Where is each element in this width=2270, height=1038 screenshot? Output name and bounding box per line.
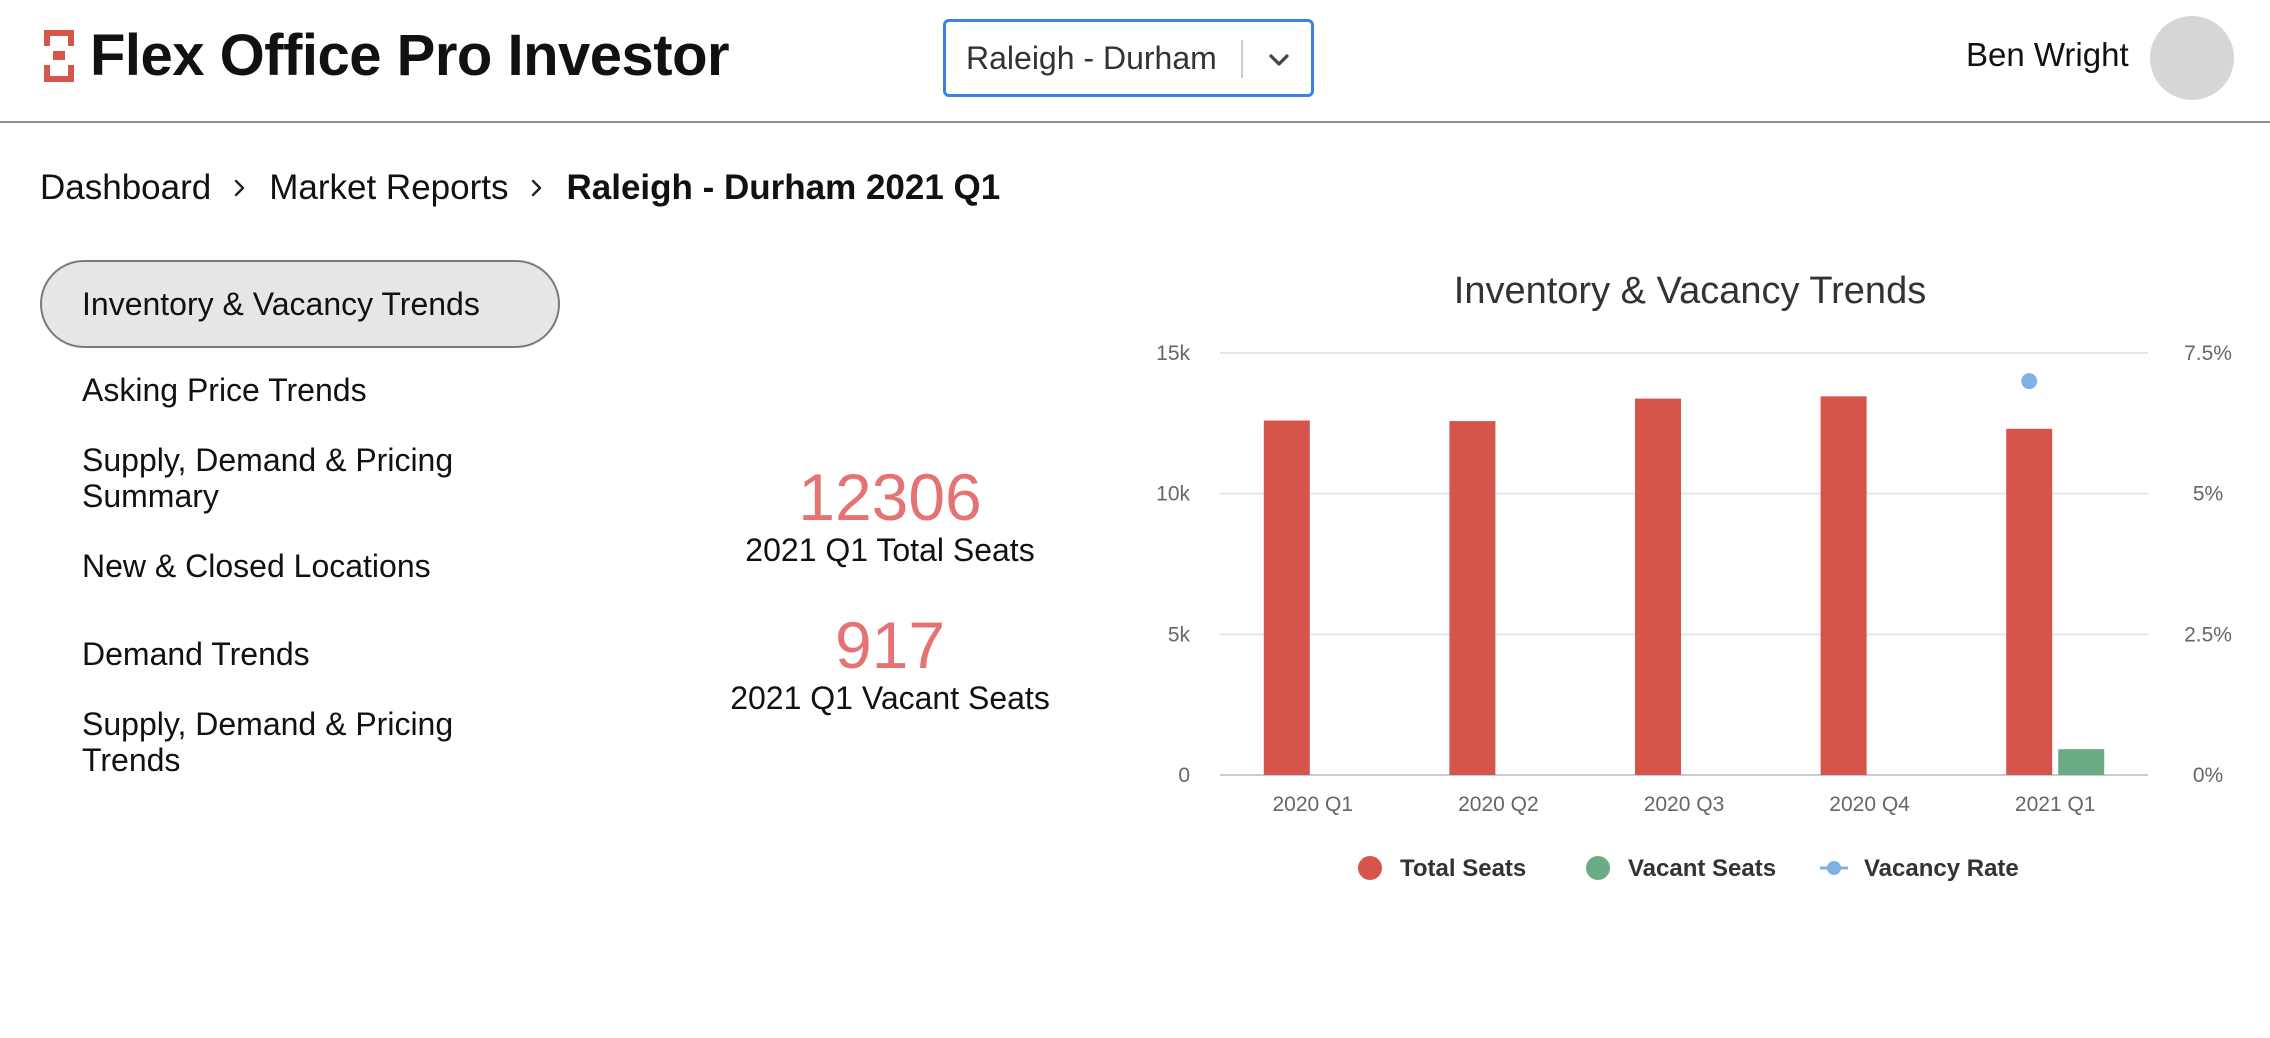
x-tick-label: 2020 Q4 (1829, 793, 1910, 816)
bar-total-seats (2006, 428, 2053, 775)
x-tick-label: 2020 Q1 (1273, 793, 1354, 816)
bar-total-seats (1820, 396, 1867, 775)
market-select-value: Raleigh - Durham (966, 40, 1217, 76)
breadcrumb: Dashboard Market Reports Raleigh - Durha… (40, 168, 1000, 208)
market-select[interactable]: Raleigh - Durham (943, 19, 1314, 97)
chart-title: Inventory & Vacancy Trends (1453, 270, 1927, 312)
vacant-seats-stat: 917 2021 Q1 Vacant Seats (700, 610, 1080, 716)
legend-label: Vacant Seats (1628, 855, 1776, 882)
y-left-tick-label: 10k (1156, 483, 1190, 506)
inventory-vacancy-chart: 0 5k 10k 15k 0% 2.5% 5% 7.5% 2020 Q1 2020 Q2 2020 … (1156, 342, 2232, 882)
y-left-tick-label: 5k (1168, 623, 1191, 646)
bar-total-seats (1263, 420, 1310, 775)
legend-marker (1586, 856, 1610, 880)
nav-item-supply-demand-trends[interactable]: Supply, Demand & Pricing Trends (82, 706, 454, 778)
breadcrumb-market-reports[interactable]: Market Reports (269, 168, 509, 207)
y-right-tick-label: 7.5% (2184, 342, 2232, 365)
bar-total-seats (1635, 398, 1681, 775)
total-seats-value: 12306 (798, 460, 982, 534)
nav-item-supply-demand-summary[interactable]: Supply, Demand & Pricing Summary (82, 442, 454, 514)
breadcrumb-current: Raleigh - Durham 2021 Q1 (566, 168, 1001, 207)
y-right-tick-label: 5% (2193, 483, 2223, 506)
nav-item-asking-price[interactable]: Asking Price Trends (82, 372, 367, 408)
bar-vacant-seats (2058, 749, 2105, 775)
total-seats-label: 2021 Q1 Total Seats (745, 532, 1035, 568)
y-left-tick-label: 15k (1156, 342, 1190, 365)
legend-label: Total Seats (1400, 855, 1526, 882)
legend-label: Vacancy Rate (1864, 855, 2019, 882)
nav-item-demand-trends[interactable]: Demand Trends (82, 636, 310, 672)
legend-marker (1358, 856, 1382, 880)
x-tick-label: 2020 Q2 (1458, 793, 1539, 816)
x-tick-label: 2020 Q3 (1644, 793, 1725, 816)
y-right-tick-label: 0% (2193, 764, 2223, 787)
nav-item-inventory-vacancy[interactable]: Inventory & Vacancy Trends (40, 260, 560, 348)
top-header: Flex Office Pro Investor Raleigh - Durha… (0, 0, 2270, 123)
chevron-right-icon (235, 179, 245, 197)
y-left-tick-label: 0 (1178, 764, 1190, 787)
user-name[interactable]: Ben Wright (1966, 36, 2129, 73)
x-tick-label: 2021 Q1 (2015, 793, 2096, 816)
vacant-seats-value: 917 (834, 608, 946, 682)
legend-marker (1827, 861, 1841, 875)
avatar[interactable] (2150, 16, 2234, 100)
chevron-down-icon[interactable] (1263, 44, 1295, 76)
total-seats-stat: 12306 2021 Q1 Total Seats (700, 462, 1080, 568)
bar-total-seats (1449, 421, 1496, 775)
nav-item-new-closed-locations[interactable]: New & Closed Locations (82, 548, 431, 584)
point-vacancy-rate (2021, 373, 2038, 390)
app-title[interactable]: Flex Office Pro Investor (90, 23, 730, 88)
breadcrumb-dashboard[interactable]: Dashboard (40, 168, 212, 207)
chevron-right-icon (532, 179, 542, 197)
select-separator (1241, 40, 1243, 78)
y-right-tick-label: 2.5% (2184, 623, 2232, 646)
app-logo-icon[interactable] (44, 30, 74, 82)
vacant-seats-label: 2021 Q1 Vacant Seats (730, 680, 1050, 716)
